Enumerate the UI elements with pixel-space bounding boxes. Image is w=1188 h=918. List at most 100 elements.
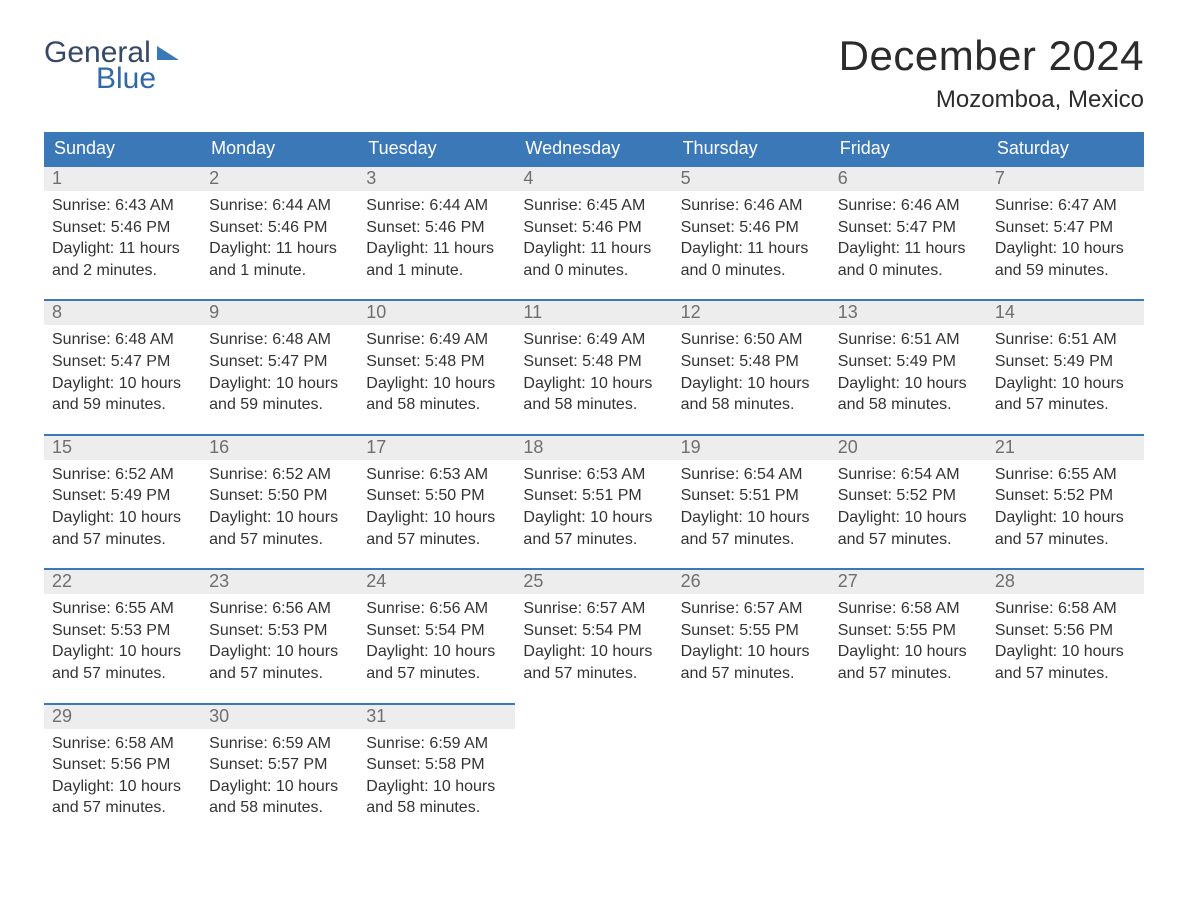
- daylight-line: Daylight: 10 hours and 59 minutes.: [52, 373, 193, 416]
- day-details: Sunrise: 6:52 AMSunset: 5:49 PMDaylight:…: [44, 460, 201, 550]
- calendar-day-cell: 16Sunrise: 6:52 AMSunset: 5:50 PMDayligh…: [201, 435, 358, 569]
- daylight-line: Daylight: 10 hours and 57 minutes.: [366, 641, 507, 684]
- calendar-day-cell: 12Sunrise: 6:50 AMSunset: 5:48 PMDayligh…: [673, 300, 830, 434]
- daylight-line: Daylight: 10 hours and 58 minutes.: [366, 373, 507, 416]
- daylight-line: Daylight: 11 hours and 0 minutes.: [523, 238, 664, 281]
- sunrise-line: Sunrise: 6:46 AM: [838, 195, 979, 217]
- calendar-day-cell: 21Sunrise: 6:55 AMSunset: 5:52 PMDayligh…: [987, 435, 1144, 569]
- day-details: Sunrise: 6:59 AMSunset: 5:57 PMDaylight:…: [201, 729, 358, 819]
- calendar-day-cell: [987, 704, 1144, 837]
- day-number: 8: [44, 301, 201, 325]
- day-number: 18: [515, 436, 672, 460]
- sunset-line: Sunset: 5:48 PM: [366, 351, 507, 373]
- calendar-day-cell: 1Sunrise: 6:43 AMSunset: 5:46 PMDaylight…: [44, 166, 201, 300]
- daylight-line: Daylight: 10 hours and 57 minutes.: [209, 507, 350, 550]
- calendar-week-row: 29Sunrise: 6:58 AMSunset: 5:56 PMDayligh…: [44, 704, 1144, 837]
- sunset-line: Sunset: 5:53 PM: [52, 620, 193, 642]
- sunrise-line: Sunrise: 6:54 AM: [681, 464, 822, 486]
- calendar-week-row: 8Sunrise: 6:48 AMSunset: 5:47 PMDaylight…: [44, 300, 1144, 434]
- day-details: Sunrise: 6:51 AMSunset: 5:49 PMDaylight:…: [830, 325, 987, 415]
- day-details: Sunrise: 6:58 AMSunset: 5:56 PMDaylight:…: [987, 594, 1144, 684]
- sunrise-line: Sunrise: 6:58 AM: [838, 598, 979, 620]
- weekday-header: Sunday: [44, 132, 201, 166]
- day-details: Sunrise: 6:43 AMSunset: 5:46 PMDaylight:…: [44, 191, 201, 281]
- calendar-day-cell: 7Sunrise: 6:47 AMSunset: 5:47 PMDaylight…: [987, 166, 1144, 300]
- calendar-day-cell: [515, 704, 672, 837]
- weekday-header: Monday: [201, 132, 358, 166]
- daylight-line: Daylight: 10 hours and 57 minutes.: [838, 507, 979, 550]
- weekday-header: Tuesday: [358, 132, 515, 166]
- day-details: Sunrise: 6:53 AMSunset: 5:51 PMDaylight:…: [515, 460, 672, 550]
- weekday-header: Thursday: [673, 132, 830, 166]
- sunrise-line: Sunrise: 6:44 AM: [366, 195, 507, 217]
- sunset-line: Sunset: 5:46 PM: [523, 217, 664, 239]
- sunrise-line: Sunrise: 6:48 AM: [52, 329, 193, 351]
- calendar-day-cell: 18Sunrise: 6:53 AMSunset: 5:51 PMDayligh…: [515, 435, 672, 569]
- day-details: Sunrise: 6:51 AMSunset: 5:49 PMDaylight:…: [987, 325, 1144, 415]
- day-number: 9: [201, 301, 358, 325]
- day-details: Sunrise: 6:58 AMSunset: 5:55 PMDaylight:…: [830, 594, 987, 684]
- day-details: Sunrise: 6:47 AMSunset: 5:47 PMDaylight:…: [987, 191, 1144, 281]
- day-number: 26: [673, 570, 830, 594]
- calendar-day-cell: [830, 704, 987, 837]
- day-number: 15: [44, 436, 201, 460]
- calendar-day-cell: 20Sunrise: 6:54 AMSunset: 5:52 PMDayligh…: [830, 435, 987, 569]
- weekday-header: Saturday: [987, 132, 1144, 166]
- sunset-line: Sunset: 5:46 PM: [52, 217, 193, 239]
- day-details: Sunrise: 6:59 AMSunset: 5:58 PMDaylight:…: [358, 729, 515, 819]
- daylight-line: Daylight: 11 hours and 0 minutes.: [681, 238, 822, 281]
- day-number: 10: [358, 301, 515, 325]
- sunset-line: Sunset: 5:54 PM: [366, 620, 507, 642]
- day-details: Sunrise: 6:54 AMSunset: 5:52 PMDaylight:…: [830, 460, 987, 550]
- sunrise-line: Sunrise: 6:59 AM: [209, 733, 350, 755]
- sunrise-line: Sunrise: 6:48 AM: [209, 329, 350, 351]
- sunrise-line: Sunrise: 6:49 AM: [523, 329, 664, 351]
- sunset-line: Sunset: 5:53 PM: [209, 620, 350, 642]
- calendar-day-cell: 15Sunrise: 6:52 AMSunset: 5:49 PMDayligh…: [44, 435, 201, 569]
- sunset-line: Sunset: 5:49 PM: [838, 351, 979, 373]
- daylight-line: Daylight: 10 hours and 57 minutes.: [52, 776, 193, 819]
- sunset-line: Sunset: 5:46 PM: [209, 217, 350, 239]
- day-details: Sunrise: 6:55 AMSunset: 5:52 PMDaylight:…: [987, 460, 1144, 550]
- sunset-line: Sunset: 5:47 PM: [209, 351, 350, 373]
- sunset-line: Sunset: 5:54 PM: [523, 620, 664, 642]
- daylight-line: Daylight: 10 hours and 58 minutes.: [838, 373, 979, 416]
- calendar-table: Sunday Monday Tuesday Wednesday Thursday…: [44, 132, 1144, 837]
- daylight-line: Daylight: 10 hours and 57 minutes.: [523, 507, 664, 550]
- calendar-day-cell: 29Sunrise: 6:58 AMSunset: 5:56 PMDayligh…: [44, 704, 201, 837]
- sunrise-line: Sunrise: 6:58 AM: [52, 733, 193, 755]
- day-number: 1: [44, 167, 201, 191]
- sunrise-line: Sunrise: 6:51 AM: [838, 329, 979, 351]
- day-number: 31: [358, 705, 515, 729]
- daylight-line: Daylight: 10 hours and 59 minutes.: [209, 373, 350, 416]
- day-number: 30: [201, 705, 358, 729]
- calendar-day-cell: 17Sunrise: 6:53 AMSunset: 5:50 PMDayligh…: [358, 435, 515, 569]
- sunset-line: Sunset: 5:50 PM: [209, 485, 350, 507]
- day-number: 28: [987, 570, 1144, 594]
- day-number: 29: [44, 705, 201, 729]
- sunrise-line: Sunrise: 6:55 AM: [52, 598, 193, 620]
- calendar-day-cell: 10Sunrise: 6:49 AMSunset: 5:48 PMDayligh…: [358, 300, 515, 434]
- sunrise-line: Sunrise: 6:47 AM: [995, 195, 1136, 217]
- sunset-line: Sunset: 5:51 PM: [523, 485, 664, 507]
- header: General Blue December 2024 Mozomboa, Mex…: [44, 32, 1144, 114]
- calendar-week-row: 1Sunrise: 6:43 AMSunset: 5:46 PMDaylight…: [44, 166, 1144, 300]
- day-number: 4: [515, 167, 672, 191]
- sunset-line: Sunset: 5:47 PM: [995, 217, 1136, 239]
- daylight-line: Daylight: 10 hours and 58 minutes.: [366, 776, 507, 819]
- day-details: Sunrise: 6:46 AMSunset: 5:47 PMDaylight:…: [830, 191, 987, 281]
- day-details: Sunrise: 6:45 AMSunset: 5:46 PMDaylight:…: [515, 191, 672, 281]
- daylight-line: Daylight: 10 hours and 57 minutes.: [52, 507, 193, 550]
- sunrise-line: Sunrise: 6:43 AM: [52, 195, 193, 217]
- sunrise-line: Sunrise: 6:55 AM: [995, 464, 1136, 486]
- daylight-line: Daylight: 10 hours and 57 minutes.: [995, 373, 1136, 416]
- daylight-line: Daylight: 10 hours and 57 minutes.: [681, 641, 822, 684]
- calendar-day-cell: 8Sunrise: 6:48 AMSunset: 5:47 PMDaylight…: [44, 300, 201, 434]
- day-number: 13: [830, 301, 987, 325]
- day-details: Sunrise: 6:53 AMSunset: 5:50 PMDaylight:…: [358, 460, 515, 550]
- day-number: 2: [201, 167, 358, 191]
- sunrise-line: Sunrise: 6:52 AM: [52, 464, 193, 486]
- calendar-day-cell: 3Sunrise: 6:44 AMSunset: 5:46 PMDaylight…: [358, 166, 515, 300]
- day-details: Sunrise: 6:44 AMSunset: 5:46 PMDaylight:…: [358, 191, 515, 281]
- sunset-line: Sunset: 5:56 PM: [995, 620, 1136, 642]
